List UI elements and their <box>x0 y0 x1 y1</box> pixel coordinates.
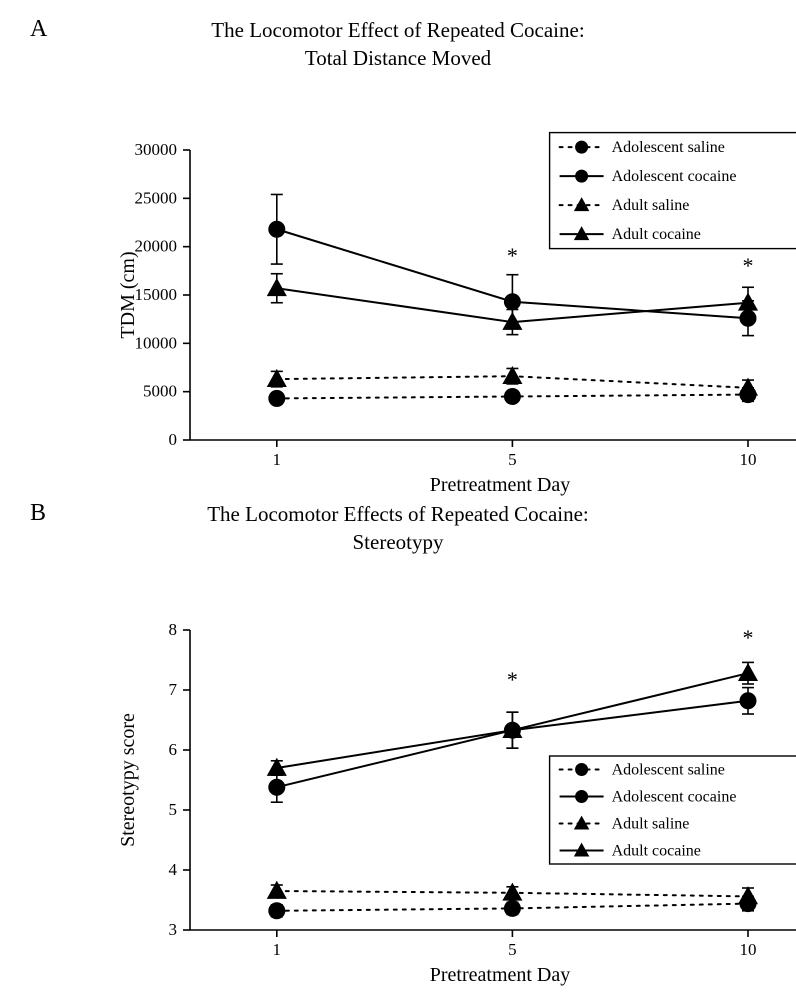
panel-b-plot: 3 4 5 6 7 8 1 5 10 Pretreatment Day Stereotypy sco… <box>120 610 796 990</box>
svg-text:10: 10 <box>740 450 757 469</box>
figure-page: A The Locomotor Effect of Repeated Cocai… <box>0 0 796 1001</box>
panel-b-title-line2: Stereotypy <box>0 530 796 555</box>
svg-text:Pretreatment Day: Pretreatment Day <box>430 964 571 986</box>
svg-text:8: 8 <box>169 620 178 639</box>
panel-a-title-line2: Total Distance Moved <box>0 46 796 71</box>
svg-text:5000: 5000 <box>143 382 177 401</box>
svg-text:Pretreatment Day: Pretreatment Day <box>430 474 571 496</box>
svg-text:Adult saline: Adult saline <box>612 197 690 214</box>
svg-text:*: * <box>507 243 518 268</box>
svg-text:*: * <box>743 253 754 278</box>
svg-text:*: * <box>507 667 518 692</box>
legend: Adolescent saline Adolescent cocaine Adult… <box>550 756 796 864</box>
svg-text:30000: 30000 <box>135 140 178 159</box>
svg-text:Adolescent saline: Adolescent saline <box>612 139 725 156</box>
svg-text:*: * <box>743 625 754 650</box>
svg-text:Adolescent cocaine: Adolescent cocaine <box>612 789 737 806</box>
svg-text:0: 0 <box>169 430 178 449</box>
svg-text:6: 6 <box>169 740 178 759</box>
svg-text:10: 10 <box>740 940 757 959</box>
svg-text:3: 3 <box>169 920 178 939</box>
svg-text:Adolescent saline: Adolescent saline <box>612 762 725 779</box>
svg-text:Adolescent cocaine: Adolescent cocaine <box>612 168 737 185</box>
legend: Adolescent saline Adolescent cocaine Adult… <box>550 133 796 249</box>
svg-text:25000: 25000 <box>135 188 178 207</box>
svg-text:20000: 20000 <box>135 237 178 256</box>
svg-text:Adult cocaine: Adult cocaine <box>612 226 701 243</box>
svg-text:Adult saline: Adult saline <box>612 816 690 833</box>
svg-text:1: 1 <box>273 450 282 469</box>
panel-a-plot: 0 5000 10000 15000 20000 25000 30000 1 5 10 Pretre… <box>120 130 796 500</box>
svg-text:Stereotypy score: Stereotypy score <box>117 713 139 847</box>
svg-text:1: 1 <box>273 940 282 959</box>
svg-text:4: 4 <box>169 860 178 879</box>
svg-text:TDM (cm): TDM (cm) <box>117 251 139 338</box>
svg-text:10000: 10000 <box>135 333 178 352</box>
svg-text:15000: 15000 <box>135 285 178 304</box>
panel-b-title-line1: The Locomotor Effects of Repeated Cocain… <box>0 502 796 527</box>
svg-text:5: 5 <box>508 940 517 959</box>
svg-text:5: 5 <box>508 450 517 469</box>
svg-text:Adult cocaine: Adult cocaine <box>612 843 701 860</box>
svg-text:5: 5 <box>169 800 178 819</box>
svg-text:7: 7 <box>169 680 178 699</box>
panel-a-title-line1: The Locomotor Effect of Repeated Cocaine… <box>0 18 796 43</box>
